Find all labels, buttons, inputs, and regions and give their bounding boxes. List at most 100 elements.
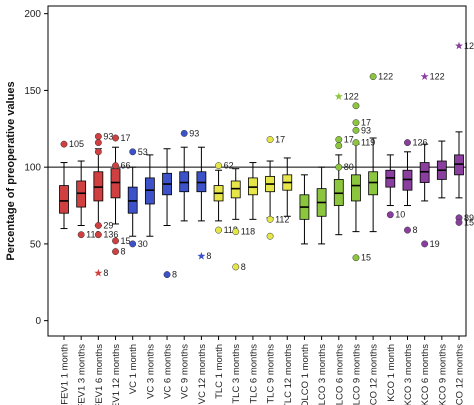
category-label: DLCO 9 months [351, 344, 362, 405]
category-label: TLC 1 month [214, 344, 225, 399]
outlier-label: 8 [172, 270, 177, 280]
outlier-point [129, 148, 137, 156]
outlier-label: 122 [464, 41, 474, 51]
box-17 [333, 154, 344, 236]
outlier-label: 29 [103, 220, 113, 230]
category-label: TLC 6 months [248, 344, 259, 404]
category-label: VC 12 months [197, 344, 208, 404]
category-label: DLCO 3 months [317, 344, 328, 405]
outlier-point [94, 222, 102, 229]
category-label: VC 1 month [128, 344, 139, 394]
outlier-label: 8 [121, 247, 126, 257]
outlier-point [266, 215, 274, 223]
outlier-label: 15 [464, 217, 474, 227]
outlier-point [77, 231, 85, 239]
outlier-label: 80 [344, 162, 354, 172]
box-7 [162, 148, 172, 226]
outlier-label: 66 [121, 161, 131, 171]
category-label: FEV1 12 months [111, 344, 122, 405]
category-label: DLCO 12 months [369, 344, 380, 405]
category-label: FEV1 1 month [60, 344, 71, 405]
box-23 [436, 140, 447, 199]
outlier-label: 8 [103, 268, 108, 278]
outlier-label: 8 [241, 262, 246, 272]
outlier-label: 89 [464, 213, 474, 223]
box-15 [299, 174, 310, 245]
outlier-label: 17 [361, 118, 371, 128]
box-11 [230, 168, 241, 220]
outlier-label: 93 [103, 131, 113, 141]
category-label: KCO 1 month [386, 344, 397, 402]
category-labels-group: FEV1 1 month FEV1 3 months FEV1 6 months FE… [60, 336, 466, 405]
outlier-point [215, 226, 223, 234]
outlier-point [369, 73, 377, 81]
y-tick-label: 0 [35, 316, 41, 327]
outlier-point [94, 231, 102, 239]
outlier-point [180, 129, 188, 137]
outlier-point [266, 136, 274, 143]
box-24 [454, 131, 464, 199]
outlier-label: 93 [361, 125, 371, 135]
outlier-label: 53 [138, 147, 148, 157]
category-label: VC 6 months [163, 344, 174, 399]
outlier-label: 15 [121, 236, 131, 246]
outlier-label: 112 [275, 214, 289, 224]
box-body [59, 185, 69, 214]
outlier-point [421, 240, 429, 248]
category-label: KCO 6 months [420, 344, 431, 405]
outlier-point [335, 136, 343, 143]
box-5 [127, 166, 138, 237]
category-label: FEV1 3 months [77, 344, 88, 405]
outlier-point [94, 133, 102, 140]
outlier-label: 136 [103, 230, 118, 240]
category-label: DLCO 1 month [300, 344, 311, 405]
box-1 [59, 162, 69, 230]
outlier-point [352, 119, 360, 127]
outlier-label: 105 [69, 139, 84, 149]
box-8 [179, 146, 190, 222]
box-12 [248, 162, 258, 220]
outlier-point [352, 102, 360, 110]
outlier-point [335, 142, 343, 150]
outlier-label: 119 [361, 138, 375, 148]
outlier-label: 10 [395, 210, 405, 220]
outlier-point [386, 211, 394, 219]
category-label: FEV1 6 months [94, 344, 105, 405]
outlier-label: 30 [138, 239, 148, 249]
outlier-label: 17 [275, 135, 285, 145]
category-label: KCO 3 months [403, 344, 414, 405]
box-body [351, 174, 361, 202]
outlier-label: 118 [224, 225, 238, 235]
box-10 [213, 169, 224, 222]
y-axis-title: Percentage of preoperative values [5, 81, 17, 260]
outlier-point [266, 232, 274, 240]
outlier-point [404, 139, 411, 147]
outlier-star [334, 92, 343, 100]
outlier-point [94, 148, 102, 156]
category-label: TLC 12 months [283, 344, 294, 405]
box-19 [368, 137, 379, 233]
category-label: TLC 9 months [266, 344, 277, 404]
outlier-point [232, 263, 240, 271]
box-2 [76, 160, 87, 226]
y-tick-label: 50 [30, 239, 42, 250]
category-label: KCO 9 months [437, 344, 448, 405]
outlier-point [455, 218, 463, 226]
outlier-star [420, 72, 429, 80]
box-6 [144, 154, 155, 237]
category-label: TLC 3 months [231, 344, 242, 404]
outlier-label: 17 [121, 133, 131, 143]
outlier-label: 122 [344, 92, 359, 102]
outlier-point [352, 139, 360, 147]
outlier-star [455, 41, 463, 50]
category-label: KCO 12 months [455, 344, 466, 405]
y-tick-label: 200 [24, 9, 41, 20]
outlier-label: 118 [241, 227, 255, 237]
y-tick-label: 150 [24, 86, 41, 97]
category-label: DLCO 6 months [334, 344, 345, 405]
box-18 [351, 143, 361, 233]
box-21 [402, 151, 413, 207]
outlier-label: 112 [86, 230, 100, 240]
outlier-label: 122 [430, 72, 445, 82]
